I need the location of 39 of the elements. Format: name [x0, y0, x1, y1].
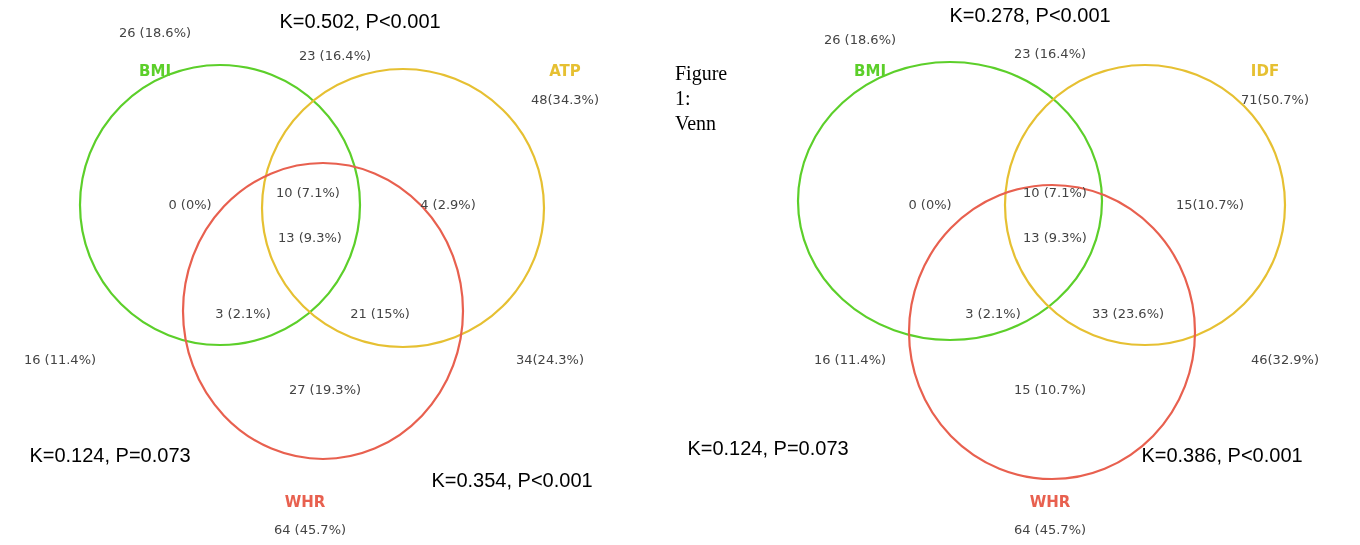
- text: 23 (16.4%): [298, 48, 372, 63]
- text: 10 (7.1%): [276, 185, 340, 200]
- text: 33 (23.6%): [1091, 306, 1165, 321]
- category-label: ATP: [549, 62, 581, 80]
- data-label: 71(50.7%): [1241, 92, 1309, 107]
- text: 0 (0%): [168, 197, 212, 212]
- text: K=0.386, P<0.001: [1141, 444, 1303, 466]
- data-label: 48(34.3%): [531, 92, 599, 107]
- text: K=0.124, P=0.073: [687, 437, 849, 459]
- text: 4 (2.9%): [420, 197, 476, 212]
- text: 34(24.3%): [516, 352, 584, 367]
- data-label: 26 (18.6%): [823, 32, 897, 47]
- text: 21 (15%): [350, 306, 410, 321]
- category-label: IDF: [1250, 62, 1280, 80]
- text: 46(32.9%): [1251, 352, 1319, 367]
- text: 15(10.7%): [1176, 197, 1244, 212]
- text: K=0.124, P=0.073: [29, 444, 191, 466]
- text: K=0.278, P<0.001: [949, 4, 1111, 26]
- category-label: WHR: [1029, 493, 1071, 511]
- data-label: 64 (45.7%): [273, 522, 347, 537]
- text: 16 (11.4%): [23, 352, 97, 367]
- text: 0 (0%): [908, 197, 952, 212]
- text: 3 (2.1%): [215, 306, 271, 321]
- text: 27 (19.3%): [288, 382, 362, 397]
- text: 13 (9.3%): [1023, 230, 1087, 245]
- text: 13 (9.3%): [278, 230, 342, 245]
- text: 10 (7.1%): [1023, 185, 1087, 200]
- text: 15 (10.7%): [1013, 382, 1087, 397]
- category-label: BMI: [854, 62, 886, 80]
- data-label: 64 (45.7%): [1013, 522, 1087, 537]
- text: 3 (2.1%): [965, 306, 1021, 321]
- text: K=0.502, P<0.001: [279, 10, 441, 32]
- data-label: 26 (18.6%): [118, 25, 192, 40]
- category-label: WHR: [284, 493, 326, 511]
- text: 16 (11.4%): [813, 352, 887, 367]
- category-label: BMI: [139, 62, 171, 80]
- text: 23 (16.4%): [1013, 46, 1087, 61]
- text: K=0.354, P<0.001: [431, 469, 593, 491]
- caption: Figure 1: Venn: [675, 62, 728, 134]
